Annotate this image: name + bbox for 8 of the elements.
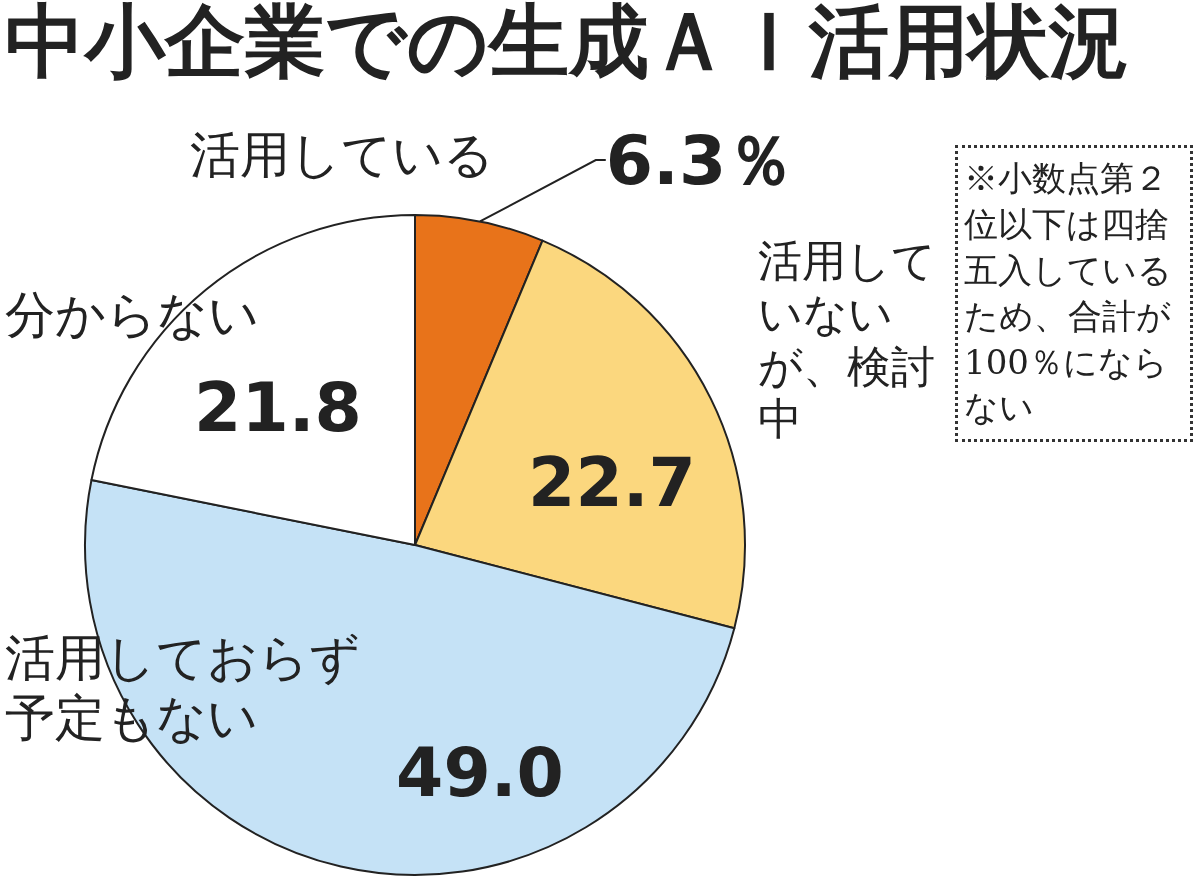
chart-title: 中小企業での生成ＡＩ活用状況 [5,0,1129,88]
data-label: 49.0 [396,732,564,812]
text: ※小数点第２位以下は四捨五入しているため、合計が100％にならない [955,145,1193,443]
slice-label: 活用していないが、検討中 [758,235,937,447]
slice-label: 活用している [190,125,494,185]
data-label: 22.7 [528,442,696,522]
data-label: 21.8 [194,367,362,447]
data-label: 6.3％ [605,120,795,200]
